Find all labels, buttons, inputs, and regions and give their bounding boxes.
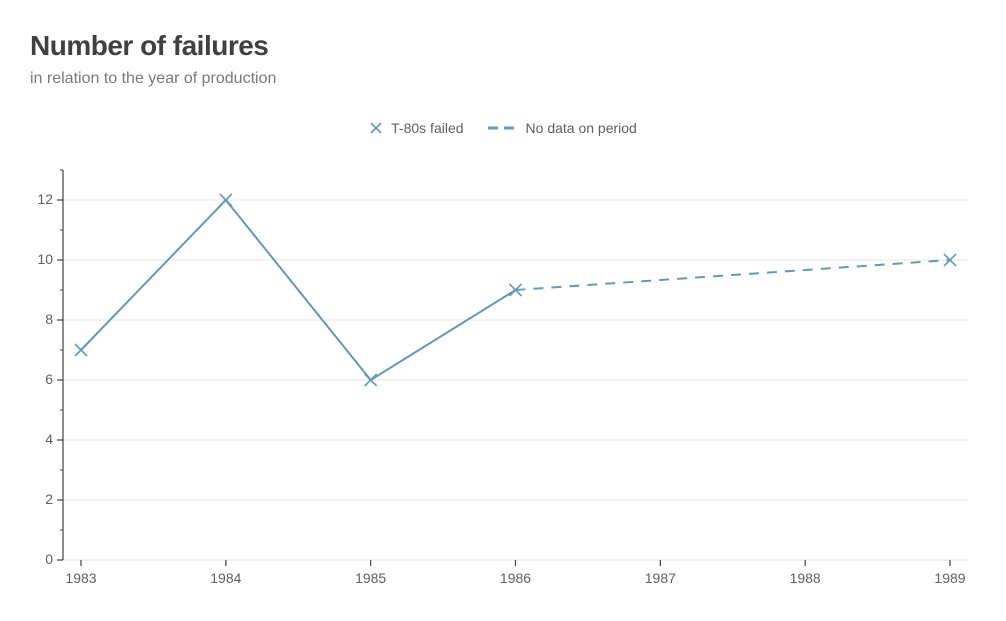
x-axis-tick-label: 1987 xyxy=(630,570,690,586)
x-axis-tick-label: 1983 xyxy=(51,570,111,586)
y-axis-tick-label: 2 xyxy=(45,491,53,507)
y-axis-tick-label: 8 xyxy=(45,311,53,327)
x-axis-tick-label: 1988 xyxy=(775,570,835,586)
chart-container: Number of failures in relation to the ye… xyxy=(0,0,1006,621)
y-axis-tick-label: 4 xyxy=(45,431,53,447)
x-axis-tick-label: 1985 xyxy=(341,570,401,586)
y-axis-tick-label: 10 xyxy=(37,251,53,267)
x-axis-tick-label: 1986 xyxy=(486,570,546,586)
y-axis-tick-label: 12 xyxy=(37,191,53,207)
x-axis-tick-label: 1984 xyxy=(196,570,256,586)
y-axis-tick-label: 6 xyxy=(45,371,53,387)
x-axis-tick-label: 1989 xyxy=(920,570,980,586)
y-axis-tick-label: 0 xyxy=(45,551,53,567)
axis-labels: 0 2 4 6 8 10 12 1983 1984 1985 1986 1987 1988 1989 xyxy=(0,0,1006,621)
